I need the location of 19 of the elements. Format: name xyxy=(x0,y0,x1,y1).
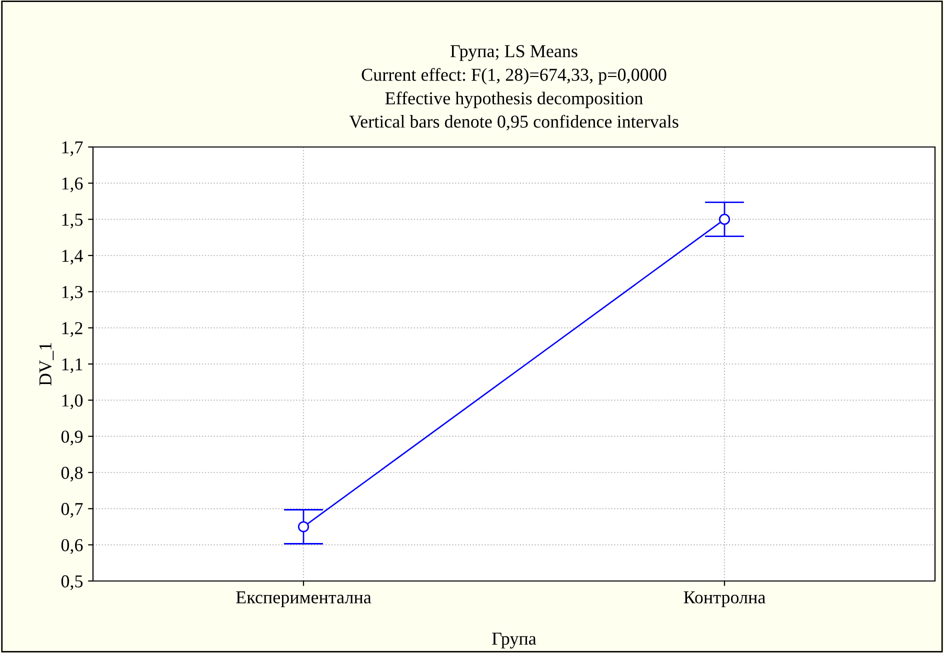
y-tick-label: 1,2 xyxy=(62,322,82,337)
x-axis-title: Група xyxy=(492,632,536,648)
y-tick-label: 1,5 xyxy=(62,214,83,228)
x-tick-label: Контролна xyxy=(684,591,766,608)
y-axis-title: DV_1 xyxy=(39,343,54,386)
y-tick-label: 1,6 xyxy=(62,177,83,192)
chart-title: Група; LS Means xyxy=(450,45,578,61)
y-tick-label: 0,6 xyxy=(61,539,83,554)
y-tick-label: 1,4 xyxy=(62,250,83,265)
y-tick-label: 0,8 xyxy=(61,466,83,482)
y-tick-label: 0,9 xyxy=(61,430,83,446)
chart-subtitle: Current effect: F(1, 28)=674,33, p=0,0000 Effective hypothesis decomposition Vertical bars denote 0,95 confidence intervals xyxy=(349,68,678,130)
x-tick-label: Експериментална xyxy=(236,591,372,608)
y-tick-label: 1,7 xyxy=(62,141,83,156)
y-tick-label: 1,0 xyxy=(62,394,83,410)
y-tick-label: 1,3 xyxy=(62,286,83,301)
y-tick-label: 0,7 xyxy=(61,502,83,518)
y-tick-label: 1,1 xyxy=(62,358,82,374)
y-tick-label: 0,5 xyxy=(61,575,83,590)
